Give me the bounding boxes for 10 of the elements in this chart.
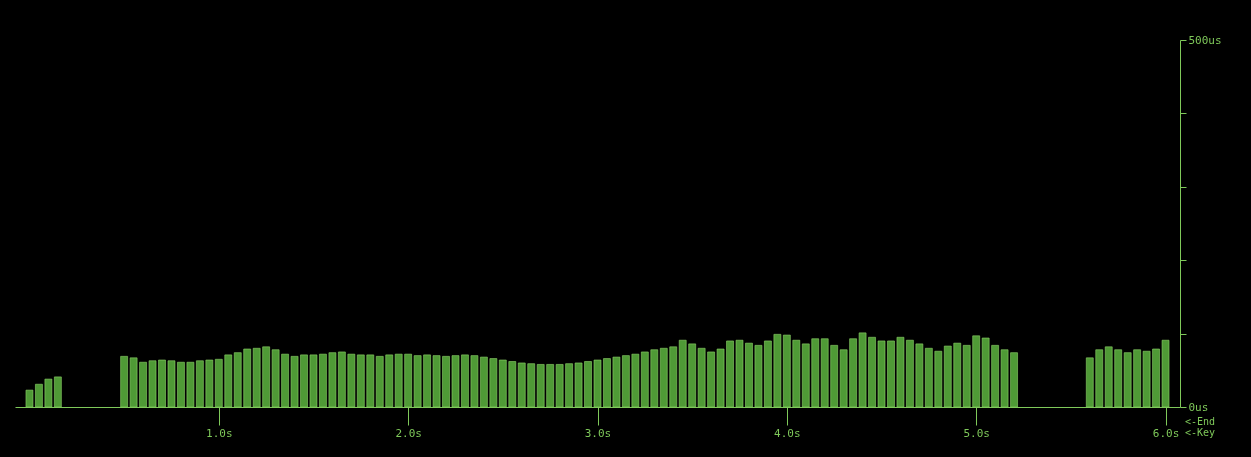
x-tick-label: 2.0s [395,426,422,440]
y-tick-label: 0us [1188,400,1209,414]
x-tick-label: 3.0s [584,426,612,440]
text: <-Key [1185,426,1216,438]
x-tick-label: 6.0s [1152,426,1180,440]
x-tick-label: 4.0s [774,426,801,440]
x-tick-label: 1.0s [206,426,233,440]
y-tick-label: 500us [1188,33,1222,47]
text: <-End [1185,415,1216,427]
x-tick-label: 5.0s [963,426,990,440]
